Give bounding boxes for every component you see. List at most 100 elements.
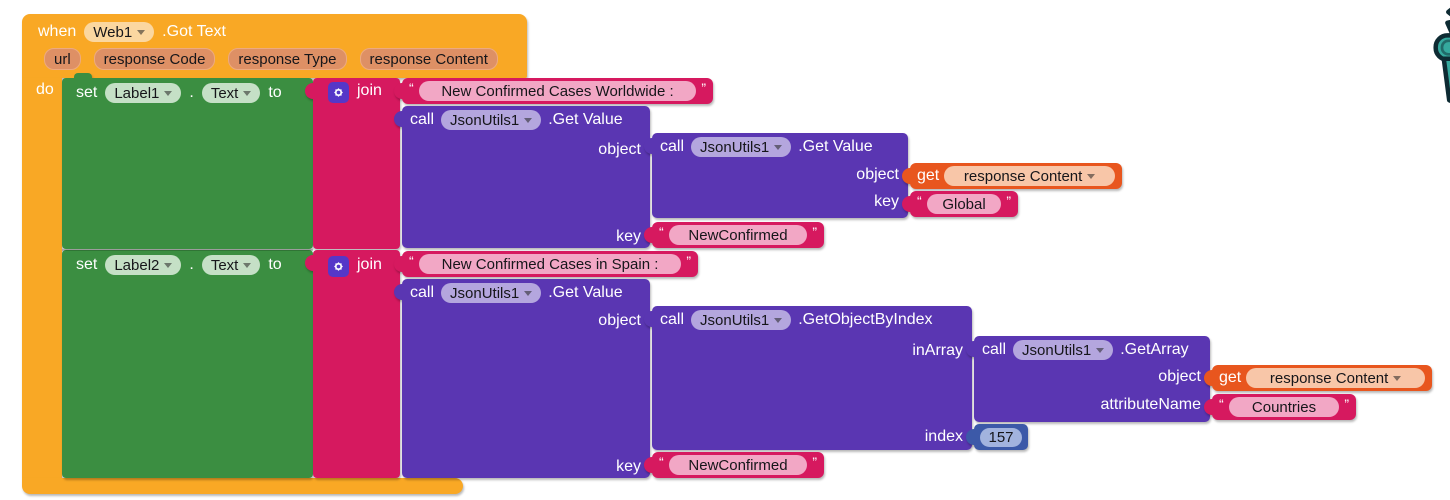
open-quote: “ xyxy=(659,224,664,240)
chevron-down-icon xyxy=(1087,173,1096,179)
param-object: object xyxy=(856,166,899,183)
dot-separator: . xyxy=(189,256,194,273)
join-block-2[interactable]: join xyxy=(305,250,400,478)
string-block-countries[interactable]: “ Countries ” xyxy=(1204,394,1356,420)
chevron-down-icon xyxy=(774,144,783,150)
mutator-gear-icon[interactable] xyxy=(328,256,349,277)
join-block-1[interactable]: join xyxy=(305,78,400,249)
string-field[interactable]: NewConfirmed xyxy=(668,225,808,245)
do-label: do xyxy=(36,81,54,98)
param-inarray: inArray xyxy=(912,342,963,359)
event-param-response-code: response Code xyxy=(93,48,216,70)
component-dropdown-label2[interactable]: Label2 xyxy=(105,255,182,275)
string-block-spain[interactable]: “ New Confirmed Cases in Spain : ” xyxy=(394,251,698,277)
param-object: object xyxy=(598,312,641,329)
param-attributename: attributeName xyxy=(1100,396,1202,413)
get-variable-block-2[interactable]: get response Content xyxy=(1204,365,1432,391)
chevron-down-icon xyxy=(243,262,252,268)
join-label: join xyxy=(357,82,382,99)
string-field[interactable]: Countries xyxy=(1228,397,1340,417)
get-keyword: get xyxy=(1219,369,1242,386)
component-dropdown-jsonutils1[interactable]: JsonUtils1 xyxy=(691,310,792,330)
call-getvalue-block-2[interactable]: call JsonUtils1 .Get Value object key xyxy=(644,133,908,218)
open-quote: “ xyxy=(659,454,664,470)
property-dropdown-text[interactable]: Text xyxy=(201,255,261,275)
to-label: to xyxy=(268,256,282,273)
call-keyword: call xyxy=(410,111,435,128)
method-name: .GetObjectByIndex xyxy=(798,311,933,328)
component-dropdown-jsonutils1[interactable]: JsonUtils1 xyxy=(691,137,792,157)
method-name: .GetArray xyxy=(1120,341,1189,358)
call-getobjectbyindex-block[interactable]: call JsonUtils1 .GetObjectByIndex inArra… xyxy=(644,306,972,450)
open-quote: “ xyxy=(917,193,922,209)
event-param-url: url xyxy=(44,48,81,70)
call-keyword: call xyxy=(982,341,1007,358)
chevron-down-icon xyxy=(524,290,533,296)
string-block-worldwide[interactable]: “ New Confirmed Cases Worldwide : ” xyxy=(394,78,713,104)
block-seam xyxy=(62,249,313,251)
string-field[interactable]: New Confirmed Cases Worldwide : xyxy=(418,81,697,101)
close-quote: ” xyxy=(1006,193,1011,209)
variable-dropdown-response-content[interactable]: response Content xyxy=(1246,368,1425,388)
param-key: key xyxy=(616,458,641,475)
event-block-footer[interactable] xyxy=(22,478,463,494)
component-dropdown-jsonutils1[interactable]: JsonUtils1 xyxy=(441,110,542,130)
number-block-157[interactable]: 157 xyxy=(966,424,1028,450)
chevron-down-icon xyxy=(243,90,252,96)
trash-icon[interactable] xyxy=(1424,2,1450,112)
param-key: key xyxy=(616,228,641,245)
string-block-global[interactable]: “ Global ” xyxy=(902,191,1018,217)
event-name: .Got Text xyxy=(162,23,226,40)
close-quote: ” xyxy=(1344,396,1349,412)
get-keyword: get xyxy=(917,167,940,184)
open-quote: “ xyxy=(409,253,414,269)
variable-dropdown-response-content[interactable]: response Content xyxy=(944,166,1115,186)
string-field[interactable]: Global xyxy=(926,194,1002,214)
call-getvalue-block-3[interactable]: call JsonUtils1 .Get Value object key xyxy=(394,279,650,478)
dot-separator: . xyxy=(189,84,194,101)
chevron-down-icon xyxy=(524,117,533,123)
event-param-response-type: response Type xyxy=(228,48,347,70)
event-block-spine[interactable] xyxy=(22,78,62,478)
component-dropdown-label1[interactable]: Label1 xyxy=(105,83,182,103)
get-variable-block-1[interactable]: get response Content xyxy=(902,163,1122,189)
method-name: .Get Value xyxy=(548,111,623,128)
string-field[interactable]: NewConfirmed xyxy=(668,455,808,475)
component-dropdown-jsonutils1[interactable]: JsonUtils1 xyxy=(441,283,542,303)
string-field[interactable]: New Confirmed Cases in Spain : xyxy=(418,254,682,274)
call-keyword: call xyxy=(660,311,685,328)
chevron-down-icon xyxy=(774,317,783,323)
param-object: object xyxy=(598,141,641,158)
set-label1-text-block[interactable]: set Label1 . Text to xyxy=(62,73,313,249)
close-quote: ” xyxy=(686,253,691,269)
close-quote: ” xyxy=(812,454,817,470)
call-getarray-block[interactable]: call JsonUtils1 .GetArray object attribu… xyxy=(966,336,1210,422)
call-keyword: call xyxy=(410,284,435,301)
call-getvalue-block-1[interactable]: call JsonUtils1 .Get Value object key xyxy=(394,106,650,248)
event-param-response-content: response Content xyxy=(359,48,498,70)
method-name: .Get Value xyxy=(548,284,623,301)
to-label: to xyxy=(268,84,282,101)
set-keyword: set xyxy=(76,256,98,273)
chevron-down-icon xyxy=(1393,375,1402,381)
string-block-newconfirmed-2[interactable]: “ NewConfirmed ” xyxy=(644,452,824,478)
chevron-down-icon xyxy=(137,29,146,35)
number-field[interactable]: 157 xyxy=(980,427,1022,447)
call-keyword: call xyxy=(660,138,685,155)
param-key: key xyxy=(874,193,899,210)
open-quote: “ xyxy=(1219,396,1224,412)
string-block-newconfirmed-1[interactable]: “ NewConfirmed ” xyxy=(644,222,824,248)
component-dropdown-web1[interactable]: Web1 xyxy=(84,22,155,42)
statement-notch xyxy=(74,73,92,79)
join-label: join xyxy=(357,256,382,273)
property-dropdown-text[interactable]: Text xyxy=(201,83,261,103)
param-object: object xyxy=(1158,368,1201,385)
close-quote: ” xyxy=(812,224,817,240)
set-label2-text-block[interactable]: set Label2 . Text to xyxy=(62,250,313,478)
mutator-gear-icon[interactable] xyxy=(328,82,349,103)
component-dropdown-jsonutils1[interactable]: JsonUtils1 xyxy=(1013,340,1114,360)
chevron-down-icon xyxy=(164,262,173,268)
close-quote: ” xyxy=(701,80,706,96)
open-quote: “ xyxy=(409,80,414,96)
